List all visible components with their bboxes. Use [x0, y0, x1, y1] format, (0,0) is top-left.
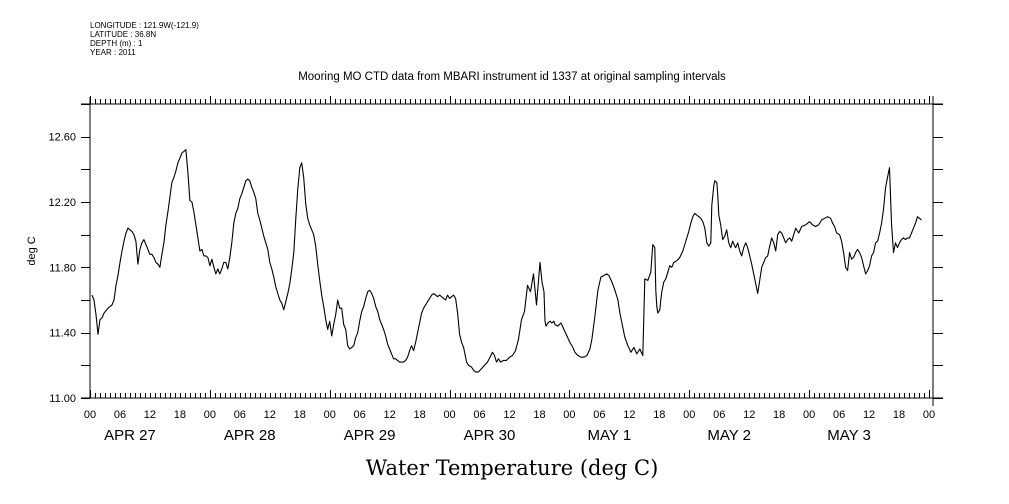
depth-label: DEPTH (m) : 1	[90, 39, 143, 48]
x-tick-label: 06	[473, 409, 485, 421]
latitude-label: LATITUDE : 36.8N	[90, 30, 157, 39]
y-tick-label: 12.20	[48, 197, 76, 209]
x-day-label: APR 27	[104, 427, 156, 444]
x-tick-label: 00	[324, 409, 336, 421]
y-axis-label: deg C	[26, 236, 38, 265]
x-tick-label: 12	[144, 409, 156, 421]
series-group	[91, 149, 922, 373]
x-tick-label: 18	[893, 409, 905, 421]
x-day-label: MAY 1	[588, 427, 632, 444]
x-tick-label: 12	[743, 409, 755, 421]
year-label: YEAR : 2011	[90, 48, 136, 57]
x-tick-label: 12	[623, 409, 635, 421]
x-tick-label: 00	[803, 409, 815, 421]
x-tick-label: 18	[653, 409, 665, 421]
x-tick-label: 06	[234, 409, 246, 421]
x-tick-label: 18	[413, 409, 425, 421]
y-tick-label: 11.80	[49, 262, 76, 274]
axes-group	[81, 96, 943, 406]
y-tick-label: 12.60	[48, 132, 76, 144]
x-tick-label: 18	[533, 409, 545, 421]
x-tick-label: 12	[384, 409, 396, 421]
metadata-block: LONGITUDE : 121.9W(-121.9) LATITUDE : 36…	[90, 21, 199, 57]
x-tick-label: 00	[923, 409, 935, 421]
x-axis-label: Water Temperature (deg C)	[366, 456, 659, 480]
x-tick-label: 00	[683, 409, 695, 421]
temperature-line	[91, 149, 922, 373]
x-tick-label: 00	[443, 409, 455, 421]
x-tick-label: 06	[833, 409, 845, 421]
x-tick-label: 00	[563, 409, 575, 421]
x-day-label: MAY 3	[827, 427, 871, 444]
x-tick-label: 06	[354, 409, 366, 421]
x-tick-label: 06	[713, 409, 725, 421]
x-day-label: APR 28	[224, 427, 276, 444]
x-tick-label: 00	[84, 409, 96, 421]
chart-title: Mooring MO CTD data from MBARI instrumen…	[298, 71, 726, 83]
x-day-label: APR 29	[344, 427, 396, 444]
x-tick-label: 18	[294, 409, 306, 421]
x-tick-label: 00	[204, 409, 216, 421]
x-tick-label: 12	[264, 409, 276, 421]
x-tick-label: 12	[503, 409, 515, 421]
x-day-label: APR 30	[464, 427, 516, 444]
x-tick-label: 06	[114, 409, 126, 421]
y-tick-label: 11.40	[49, 328, 76, 340]
longitude-label: LONGITUDE : 121.9W(-121.9)	[90, 21, 199, 30]
y-tick-label: 11.00	[49, 393, 76, 405]
tick-labels-group: 11.00 11.40 11.80 12.20 12.60 00 06 12 18 00 06 12 1…	[48, 132, 935, 444]
x-tick-label: 18	[773, 409, 785, 421]
x-day-label: MAY 2	[707, 427, 751, 444]
x-tick-label: 12	[863, 409, 875, 421]
x-tick-label: 18	[174, 409, 186, 421]
x-tick-label: 06	[593, 409, 605, 421]
ticks-group	[81, 96, 943, 399]
